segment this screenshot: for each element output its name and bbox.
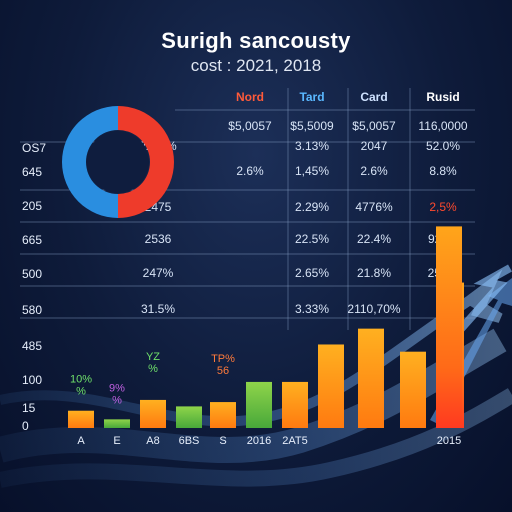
table-cell: $5,5009 bbox=[290, 119, 334, 133]
table-cell: $5,0057 bbox=[352, 119, 396, 133]
x-tick-label: 2AT5 bbox=[282, 435, 307, 447]
bar bbox=[210, 402, 236, 428]
table-cell: 116,0000 bbox=[418, 119, 467, 133]
y-tick-label: 15 bbox=[22, 401, 36, 415]
table-cell: 3.33% bbox=[295, 302, 329, 316]
x-tick-label: A bbox=[77, 435, 85, 447]
bar bbox=[68, 410, 94, 428]
y-tick-label: 485 bbox=[22, 339, 42, 353]
donut-hole bbox=[87, 131, 149, 193]
table-cell: 2,5% bbox=[429, 200, 457, 214]
bar bbox=[246, 381, 272, 428]
column-header: Tard bbox=[299, 90, 324, 104]
row-label: OS7 bbox=[22, 141, 46, 155]
x-tick-label: 2016 bbox=[247, 435, 271, 447]
column-header: Nord bbox=[236, 90, 264, 104]
row-label: 500 bbox=[22, 267, 42, 281]
bar bbox=[358, 328, 384, 428]
table-cell: 22.5% bbox=[295, 232, 329, 246]
table-cell: 1,45% bbox=[295, 164, 329, 178]
chart-subtitle: cost : 2021, 2018 bbox=[190, 56, 322, 75]
bar-annotation: 56 bbox=[217, 365, 229, 377]
bar bbox=[318, 344, 344, 428]
x-tick-label: A8 bbox=[146, 435, 159, 447]
table-cell: 22.4% bbox=[357, 232, 391, 246]
table-cell: 2.6% bbox=[360, 164, 388, 178]
donut-chart bbox=[62, 106, 174, 218]
bar-annotation: 9% bbox=[109, 382, 125, 394]
column-header: Rusid bbox=[426, 90, 459, 104]
bar bbox=[400, 351, 426, 428]
x-tick-label: 6BS bbox=[179, 435, 200, 447]
bar-annotation: YZ bbox=[146, 351, 160, 363]
table-cell: 247% bbox=[143, 266, 174, 280]
table-cell: 8.8% bbox=[429, 164, 457, 178]
bar-annotation: % bbox=[76, 386, 86, 398]
table-cell: 4776% bbox=[355, 200, 393, 214]
bar-annotation: 10% bbox=[70, 374, 92, 386]
table-cell: 31.5% bbox=[141, 302, 175, 316]
x-tick-label: 2015 bbox=[437, 435, 461, 447]
y-tick-label: 100 bbox=[22, 373, 42, 387]
bar-annotation: TP% bbox=[211, 353, 235, 365]
row-label: 645 bbox=[22, 165, 42, 179]
table-grid bbox=[20, 88, 475, 330]
bar bbox=[176, 406, 202, 428]
row-label: 665 bbox=[22, 233, 42, 247]
x-tick-label: S bbox=[219, 435, 226, 447]
table-cell: 3.13% bbox=[295, 139, 329, 153]
donut-slice bbox=[118, 106, 174, 218]
bar bbox=[436, 226, 462, 428]
bar bbox=[104, 419, 130, 428]
table-cell: 2.65% bbox=[295, 266, 329, 280]
table-cell: 2536 bbox=[145, 232, 172, 246]
table-cell: $5,0057 bbox=[228, 119, 272, 133]
table-cell: 2.6% bbox=[236, 164, 264, 178]
table-cell: 2.29% bbox=[295, 200, 329, 214]
donut-slice bbox=[62, 106, 118, 218]
bar-annotation: % bbox=[112, 394, 122, 406]
table-cell: 52.0% bbox=[426, 139, 460, 153]
chart-title: Surigh sancousty bbox=[161, 28, 351, 53]
row-label: 580 bbox=[22, 303, 42, 317]
table-cell: 2110,70% bbox=[347, 302, 400, 316]
y-tick-label: 0 bbox=[22, 419, 29, 433]
bar-annotation: % bbox=[148, 363, 158, 375]
table-cell: 2047 bbox=[361, 139, 388, 153]
column-header: Card bbox=[360, 90, 387, 104]
table-cell: 21.8% bbox=[357, 266, 391, 280]
bar bbox=[282, 381, 308, 428]
row-label: 205 bbox=[22, 199, 42, 213]
bar bbox=[140, 399, 166, 428]
x-tick-label: E bbox=[113, 435, 120, 447]
